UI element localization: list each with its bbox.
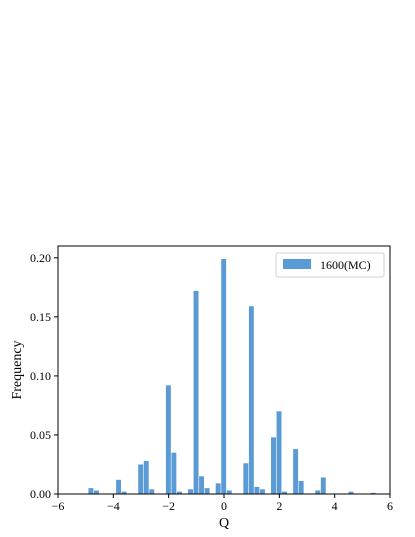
histogram-bar	[93, 490, 99, 494]
legend-label: 1600(MC)	[320, 258, 371, 272]
histogram-bar	[282, 491, 288, 494]
histogram-bar	[193, 290, 199, 494]
legend: 1600(MC)	[275, 252, 385, 278]
histogram-bar	[254, 486, 260, 494]
histogram-bar	[221, 258, 227, 494]
histogram-bar	[149, 489, 155, 494]
y-axis-ticks: 0.00 0.05 0.10 0.15 0.20	[30, 251, 58, 501]
histogram-bar	[176, 491, 182, 494]
histogram-bar	[204, 488, 210, 494]
bars-group	[88, 258, 376, 494]
histogram-bar	[348, 491, 354, 494]
histogram-bar	[320, 477, 326, 494]
y-tick-label: 0.15	[30, 310, 51, 324]
histogram-bar	[165, 385, 171, 494]
histogram-bar	[171, 452, 177, 494]
histogram-bar	[271, 437, 276, 494]
histogram-bar	[315, 490, 321, 494]
y-tick-label: 0.05	[30, 428, 51, 442]
x-tick-label: 2	[276, 499, 282, 513]
histogram-bar	[276, 411, 282, 494]
y-tick-label: 0.10	[30, 369, 51, 383]
histogram-bar	[138, 464, 144, 494]
x-axis-ticks: −6 −4 −2 0 2 4 6	[52, 494, 393, 513]
x-tick-label: 4	[332, 499, 338, 513]
y-axis-label: Frequency	[10, 340, 25, 399]
legend-swatch	[283, 259, 311, 269]
histogram-bar	[243, 463, 249, 494]
x-tick-label: −6	[52, 499, 65, 513]
histogram-bar	[88, 488, 94, 494]
x-tick-label: −2	[162, 499, 175, 513]
x-axis-label: Q	[219, 516, 229, 531]
y-tick-label: 0.00	[30, 487, 51, 501]
x-tick-label: −4	[107, 499, 120, 513]
histogram-bar	[293, 449, 299, 494]
histogram-bar	[259, 489, 265, 494]
y-tick-label: 0.20	[30, 251, 51, 265]
histogram-bar	[121, 491, 127, 494]
histogram-bar	[226, 490, 232, 494]
histogram-bar	[215, 483, 221, 494]
x-tick-label: 0	[221, 499, 227, 513]
x-tick-label: 6	[387, 499, 393, 513]
histogram-bar	[248, 306, 254, 494]
histogram-bar	[188, 489, 193, 494]
histogram-bar	[199, 476, 205, 494]
histogram-bar	[143, 460, 149, 494]
histogram-bar	[370, 492, 376, 494]
histogram-bar	[298, 481, 304, 494]
histogram-bar	[116, 479, 122, 494]
